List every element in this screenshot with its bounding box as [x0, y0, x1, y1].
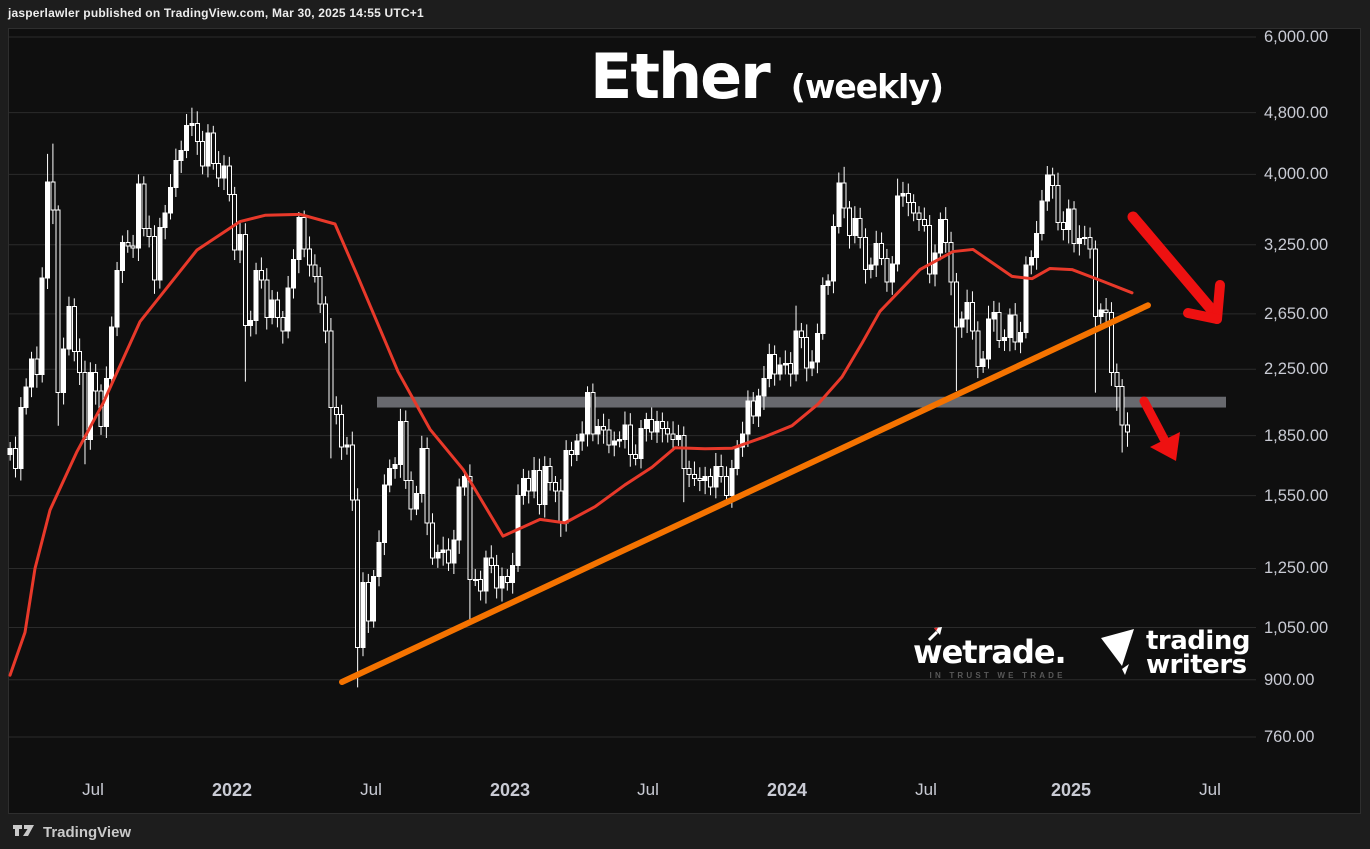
price-axis-label: 4,000.00 — [1264, 165, 1329, 184]
attribution-text: jasperlawler published on TradingView.co… — [8, 6, 424, 20]
price-axis-label: 2,250.00 — [1264, 360, 1329, 379]
tw-line2: writers — [1146, 649, 1247, 680]
price-axis-label: 1,250.00 — [1264, 559, 1329, 578]
tradingview-logo[interactable]: TradingView — [12, 821, 131, 844]
time-axis-label: Jul — [1199, 780, 1221, 799]
chart-title-timeframe: (weekly) — [790, 67, 944, 106]
time-axis-label: 2022 — [211, 780, 253, 800]
price-axis-label: 2,650.00 — [1264, 304, 1329, 323]
tradingwriters-watermark: trading writers — [1100, 628, 1250, 681]
tradingview-glyph-icon — [12, 821, 36, 844]
price-axis-label: 760.00 — [1264, 728, 1315, 747]
wetrade-arrow-icon — [927, 626, 945, 647]
time-axis-label: Jul — [637, 780, 659, 799]
time-axis-label: 2024 — [766, 780, 808, 800]
price-axis-label: 3,250.00 — [1264, 235, 1329, 254]
price-axis-label: 900.00 — [1264, 670, 1315, 689]
wetrade-wordmark: wetrade. — [913, 633, 1067, 671]
wetrade-watermark: wetrade. IN TRUST WE TRADE — [913, 626, 1067, 680]
chart-title-symbol: Ether — [590, 40, 771, 113]
time-axis-label: Jul — [360, 780, 382, 799]
time-axis-label: 2023 — [489, 780, 531, 800]
time-axis-label: 2025 — [1050, 780, 1092, 800]
price-axis-label: 1,550.00 — [1264, 486, 1329, 505]
price-axis-label: 1,050.00 — [1264, 618, 1329, 637]
price-axis-label: 6,000.00 — [1264, 28, 1329, 46]
tradingwriters-plane-icon — [1100, 628, 1136, 681]
tradingwriters-wordmark: trading writers — [1146, 628, 1250, 681]
time-axis-label: Jul — [915, 780, 937, 799]
tw-line1: trading — [1146, 626, 1250, 656]
time-axis-label: Jul — [82, 780, 104, 799]
wetrade-tagline: IN TRUST WE TRADE — [929, 671, 1066, 680]
chart-title: Ether (weekly) — [590, 40, 944, 113]
chart-panel — [8, 28, 1361, 814]
footer-bar: TradingView — [0, 814, 1370, 849]
price-axis-label: 1,850.00 — [1264, 426, 1329, 445]
tradingview-brand-text: TradingView — [43, 824, 132, 841]
price-axis-label: 4,800.00 — [1264, 103, 1329, 122]
